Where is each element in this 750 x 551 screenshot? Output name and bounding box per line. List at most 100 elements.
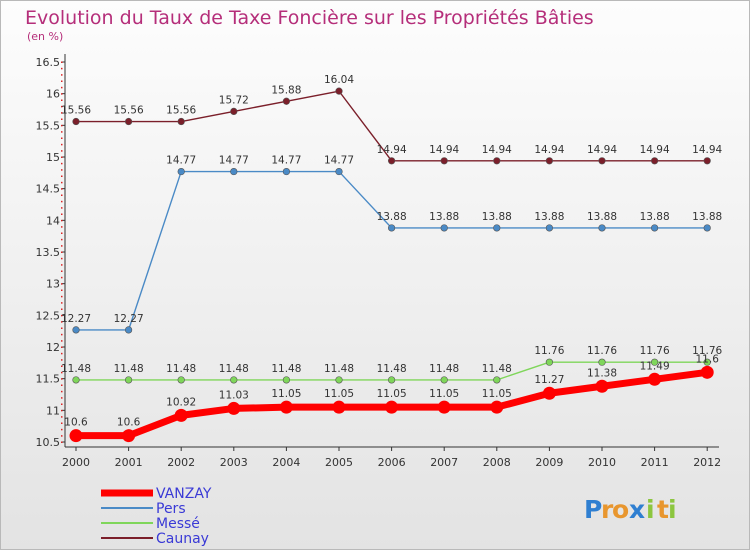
chart-title: Evolution du Taux de Taxe Foncière sur l…: [25, 7, 594, 29]
y-minor-tick: [61, 207, 63, 209]
data-label: 14.94: [377, 144, 407, 156]
legend-label: VANZAY: [156, 486, 212, 502]
y-minor-tick: [61, 289, 63, 291]
data-point: [174, 408, 188, 422]
y-minor-tick: [61, 112, 63, 114]
data-point: [545, 358, 554, 366]
chart-subtitle: (en %): [27, 30, 63, 43]
data-label: 11.76: [534, 345, 564, 357]
data-label: 11.48: [219, 363, 249, 375]
y-minor-tick: [61, 156, 63, 158]
y-tick-label: 14.5: [36, 183, 61, 196]
data-point: [493, 224, 501, 232]
data-point: [650, 224, 659, 232]
y-minor-tick: [61, 295, 63, 298]
logo-letter: o: [612, 495, 629, 524]
data-point: [545, 157, 554, 165]
legend-label: Pers: [156, 501, 186, 517]
data-label: 15.56: [114, 105, 144, 117]
data-label: 14.94: [429, 144, 459, 156]
data-label: 11.6: [696, 353, 720, 365]
data-label: 13.88: [534, 211, 564, 223]
y-minor-tick: [61, 67, 63, 70]
data-label: 11.49: [640, 360, 670, 372]
x-tick-label: 2003: [220, 456, 248, 469]
data-point: [700, 365, 714, 379]
data-label: 13.88: [587, 211, 617, 223]
proxiti-logo: Pro x i t i: [584, 495, 677, 524]
data-point: [332, 400, 346, 414]
y-minor-tick: [61, 86, 63, 89]
x-tick-label: 2008: [483, 456, 511, 469]
data-label: 12.27: [61, 313, 91, 325]
y-minor-tick: [61, 169, 63, 171]
y-tick-label: 10.5: [36, 436, 61, 449]
data-point: [177, 376, 185, 384]
y-minor-tick: [61, 219, 63, 222]
y-minor-tick: [61, 371, 63, 374]
x-tick-label: 2002: [167, 456, 195, 469]
x-tick-label: 2009: [535, 456, 563, 469]
data-label: 14.77: [271, 155, 301, 167]
data-point: [388, 224, 396, 232]
y-minor-tick: [61, 143, 63, 146]
data-point: [648, 372, 662, 386]
data-point: [703, 157, 711, 165]
data-point: [230, 107, 238, 115]
data-label: 15.88: [271, 84, 301, 96]
plot-area: 15.56 15.56 15.56 15.72 15.88 16.04 14.94 14.94…: [61, 74, 723, 443]
y-minor-tick: [61, 74, 63, 76]
x-tick-label: 2006: [378, 456, 406, 469]
data-point: [440, 157, 448, 165]
y-minor-tick: [61, 213, 63, 215]
legend-label: Messé: [156, 516, 200, 532]
data-label: 11.05: [377, 388, 407, 400]
data-label: 11.48: [324, 363, 354, 375]
y-minor-tick: [61, 131, 63, 133]
y-minor-tick: [61, 251, 63, 253]
y-minor-tick: [61, 397, 63, 399]
logo-letter: r: [601, 495, 614, 524]
data-point: [177, 117, 185, 126]
data-point: [72, 376, 80, 384]
logo-letter: t: [657, 495, 669, 524]
data-label: 11.38: [587, 367, 617, 379]
data-label: 11.48: [429, 363, 459, 375]
data-point: [335, 87, 343, 95]
logo-letter: i: [668, 495, 677, 524]
data-point: [493, 376, 501, 384]
data-point: [122, 429, 136, 443]
y-minor-tick: [61, 428, 63, 431]
series-line-pers: [76, 170, 708, 331]
y-minor-tick: [61, 270, 63, 272]
data-label: 13.88: [482, 211, 512, 223]
data-point: [279, 400, 293, 414]
data-label: 14.94: [534, 144, 564, 156]
data-label: 11.76: [692, 345, 722, 357]
data-label: 15.72: [219, 94, 249, 106]
data-label: 13.88: [429, 211, 459, 223]
y-minor-tick: [61, 314, 63, 317]
y-minor-tick: [61, 276, 63, 279]
y-minor-tick: [61, 390, 63, 393]
x-tick-label: 2010: [588, 456, 616, 469]
logo-letter: P: [584, 495, 602, 524]
data-point: [230, 376, 238, 384]
data-point: [490, 400, 504, 414]
y-minor-tick: [61, 264, 63, 266]
data-point: [493, 157, 501, 165]
y-minor-tick: [61, 194, 63, 196]
data-point: [440, 376, 448, 384]
data-label: 11.76: [640, 345, 670, 357]
data-point: [282, 97, 291, 105]
data-point: [598, 224, 606, 232]
y-minor-tick: [61, 61, 63, 63]
x-tick-label: 2001: [115, 456, 143, 469]
y-minor-tick: [61, 359, 63, 361]
data-label: 11.48: [114, 363, 144, 375]
data-point: [124, 117, 133, 126]
y-minor-tick: [61, 238, 63, 241]
y-minor-tick: [61, 346, 63, 348]
y-minor-tick: [61, 378, 63, 380]
